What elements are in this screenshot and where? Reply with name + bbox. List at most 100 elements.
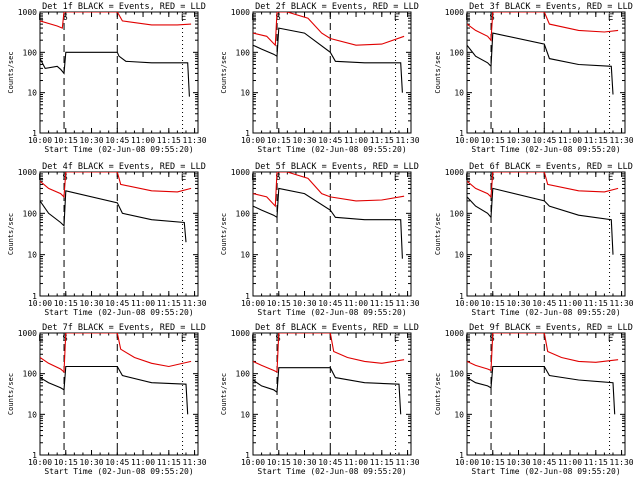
y-tick-label: 1000 [445,329,464,338]
x-tick-label: 10:45 [532,136,556,145]
x-tick-label: 11:00 [344,299,368,308]
x-axis-label: Start Time (02-Jun-08 09:55:20) [257,145,406,154]
y-tick-label: 100 [23,370,38,379]
y-tick-label: 1 [459,451,464,460]
x-tick-label: 11:15 [157,458,181,467]
x-tick-label: 10:45 [105,136,129,145]
x-tick-label: 10:30 [79,458,103,467]
x-tick-label: 10:45 [532,458,556,467]
x-axis-label: Start Time (02-Jun-08 09:55:20) [471,308,620,317]
x-tick-label: 11:30 [183,299,207,308]
x-tick-label: 11:30 [396,136,420,145]
panel-title: Det 3f BLACK = Events, RED = LLD [469,2,633,12]
y-axis-label: Counts/sec [434,373,442,415]
plot-frame [39,171,199,297]
y-tick-label: 100 [236,370,251,379]
x-tick-label: 11:30 [396,458,420,467]
x-axis-label: Start Time (02-Jun-08 09:55:20) [257,308,406,317]
x-tick-label: 10:30 [292,136,316,145]
x-tick-label: 11:15 [584,458,608,467]
y-tick-label: 1 [32,451,37,460]
y-axis-label: Counts/sec [7,51,15,93]
y-axis-label: Counts/sec [220,213,228,255]
marker-label: E [465,334,470,344]
y-tick-label: 1 [459,292,464,301]
x-tick-label: 11:15 [584,136,608,145]
plot-frame [252,171,412,297]
marker-label: E [181,173,186,183]
x-tick-label: 10:30 [506,458,530,467]
marker-label: E [181,13,186,23]
marker-label: E [608,334,613,344]
x-axis-label: Start Time (02-Jun-08 09:55:20) [257,467,406,476]
x-tick-label: 10:15 [54,458,78,467]
x-tick-label: 11:00 [344,458,368,467]
x-tick-label: 11:15 [157,136,181,145]
y-tick-label: 10 [27,89,37,98]
y-tick-label: 1 [245,129,250,138]
marker-label: E [608,173,613,183]
marker-label: E [38,334,43,344]
y-tick-label: 1000 [18,168,37,177]
x-tick-label: 11:00 [131,458,155,467]
y-tick-label: 10 [240,89,250,98]
x-tick-label: 11:00 [558,458,582,467]
panel-title: Det 4f BLACK = Events, RED = LLD [42,162,206,172]
marker-label: S [275,13,280,23]
y-axis-label: Counts/sec [220,51,228,93]
y-axis-label: Counts/sec [7,373,15,415]
marker-label: E [251,173,256,183]
lld-series-line [467,172,619,199]
det-panel-6: Det 6f BLACK = Events, RED = LLD 1 10 100 10… [434,162,634,317]
events-series-line [253,187,403,259]
lld-series-line [40,12,192,29]
x-tick-label: 10:15 [481,136,505,145]
x-tick-label: 10:45 [105,299,129,308]
x-tick-label: 11:30 [610,136,634,145]
x-tick-label: 10:45 [318,458,342,467]
det-panel-1: Det 1f BLACK = Events, RED = LLD 1 10 100 10… [7,2,207,154]
x-axis-label: Start Time (02-Jun-08 09:55:20) [44,467,193,476]
x-tick-label: 10:15 [481,299,505,308]
marker-label: E [394,334,399,344]
x-tick-label: 11:00 [131,299,155,308]
y-axis-label: Counts/sec [220,373,228,415]
panel-title: Det 1f BLACK = Events, RED = LLD [42,2,206,12]
x-axis-label: Start Time (02-Jun-08 09:55:20) [44,308,193,317]
y-tick-label: 1 [32,292,37,301]
x-tick-label: 11:00 [344,136,368,145]
lld-series-line [253,12,405,47]
y-tick-label: 10 [27,251,37,260]
y-tick-label: 1 [32,129,37,138]
marker-label: E [608,13,613,23]
x-tick-label: 10:15 [54,299,78,308]
x-tick-label: 10:00 [241,136,265,145]
y-tick-label: 1000 [445,8,464,17]
det-panel-5: Det 5f BLACK = Events, RED = LLD 1 10 100 10… [220,162,420,317]
det-panel-7: Det 7f BLACK = Events, RED = LLD 1 10 100 10… [7,323,207,476]
y-tick-label: 100 [236,48,251,57]
det-panel-4: Det 4f BLACK = Events, RED = LLD 1 10 100 10… [7,162,207,317]
y-tick-label: 1 [245,451,250,460]
lld-series-line [467,333,619,372]
marker-label: E [38,173,43,183]
x-tick-label: 10:30 [506,299,530,308]
y-tick-label: 1000 [231,8,250,17]
x-tick-label: 11:30 [183,458,207,467]
y-tick-label: 100 [450,370,465,379]
x-tick-label: 10:30 [506,136,530,145]
marker-label: S [275,173,280,183]
y-tick-label: 1000 [445,168,464,177]
x-tick-label: 10:15 [267,458,291,467]
panel-title: Det 6f BLACK = Events, RED = LLD [469,162,633,172]
events-series-line [467,32,614,95]
y-tick-label: 1000 [18,329,37,338]
y-tick-label: 1000 [18,8,37,17]
x-tick-label: 11:00 [558,299,582,308]
x-tick-label: 10:00 [455,136,479,145]
y-tick-label: 10 [240,251,250,260]
lld-series-line [253,333,405,373]
y-tick-label: 100 [450,48,465,57]
events-series-line [253,367,402,415]
